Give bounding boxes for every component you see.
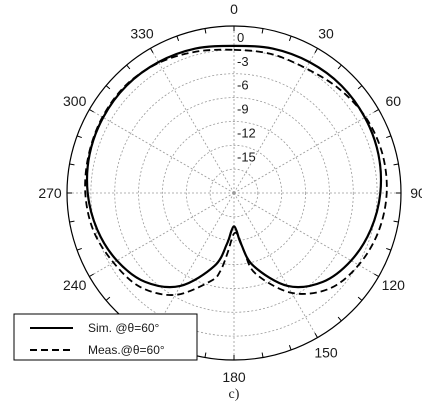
angle-tick-label: 270 xyxy=(38,185,62,201)
outer-tick xyxy=(314,48,318,53)
grid-ring xyxy=(90,49,378,337)
legend-box xyxy=(13,313,198,361)
outer-tick xyxy=(126,64,131,70)
radial-tick-label: -6 xyxy=(237,78,249,93)
outer-tick xyxy=(261,352,264,358)
grid-ring xyxy=(162,121,306,265)
radial-tick-label: -12 xyxy=(237,125,256,140)
outer-tick xyxy=(204,352,207,358)
outer-tick xyxy=(314,333,318,338)
series-layer xyxy=(84,44,388,296)
outer-tick xyxy=(69,163,75,166)
outer-tick xyxy=(261,28,264,34)
legend-label-sim: Sim. @θ=60° xyxy=(88,321,160,335)
outer-tick xyxy=(393,220,399,223)
outer-tick xyxy=(76,247,82,251)
outer-tick xyxy=(357,85,363,90)
outer-tick xyxy=(374,109,379,113)
spoke-line xyxy=(233,192,379,277)
spoke-line xyxy=(89,192,235,277)
legend: Sim. @θ=60° Meas.@θ=60° xyxy=(13,313,198,361)
angle-tick-label: 60 xyxy=(386,93,402,109)
outer-tick xyxy=(176,35,180,41)
radial-tick-label: 0 xyxy=(237,30,244,45)
angle-tick-label: 90 xyxy=(410,185,422,201)
spoke-line xyxy=(150,48,235,194)
outer-tick xyxy=(105,296,111,301)
tick-labels: 0 30 60 90 120 150 180 240 270 300 330 0 -3 -6 -9 -12 -1… xyxy=(38,1,422,385)
outer-tick xyxy=(76,135,82,139)
series-line-meas xyxy=(84,48,388,296)
outer-tick xyxy=(89,109,94,113)
angle-tick-label: 0 xyxy=(230,1,238,17)
outer-tick xyxy=(288,35,292,41)
figure-caption: c) xyxy=(229,387,240,402)
radial-tick-label: -15 xyxy=(237,149,256,164)
outer-tick xyxy=(89,273,94,277)
outer-tick xyxy=(393,163,399,166)
angle-tick-label: 240 xyxy=(63,277,87,293)
angle-tick-label: 300 xyxy=(63,93,87,109)
angle-tick-label: 150 xyxy=(314,344,338,360)
spoke-line xyxy=(233,48,318,194)
angle-tick-label: 120 xyxy=(382,277,406,293)
grid-ring xyxy=(138,97,330,289)
angle-tick-label: 30 xyxy=(318,26,334,42)
outer-tick xyxy=(386,247,392,251)
legend-label-meas: Meas.@θ=60° xyxy=(88,343,165,357)
angle-tick-label: 330 xyxy=(130,26,154,42)
outer-tick xyxy=(105,85,111,90)
outer-tick xyxy=(150,48,154,53)
radial-tick-label: -9 xyxy=(237,102,249,117)
outer-tick xyxy=(337,64,342,70)
angle-tick-label: 180 xyxy=(222,369,246,385)
outer-tick xyxy=(357,296,363,301)
grid-ring xyxy=(185,144,283,242)
outer-tick xyxy=(374,273,379,277)
grid-ring xyxy=(114,73,354,313)
outer-tick xyxy=(337,316,342,322)
outer-tick xyxy=(69,220,75,223)
grid-ring xyxy=(209,168,259,218)
radial-tick-label: -3 xyxy=(237,54,249,69)
spoke-line xyxy=(89,109,235,194)
polar-grid xyxy=(66,25,402,361)
outer-tick xyxy=(386,135,392,139)
series-line-sim xyxy=(85,44,383,289)
outer-tick xyxy=(288,345,292,351)
spoke-line xyxy=(233,192,318,338)
outer-tick xyxy=(204,28,207,34)
